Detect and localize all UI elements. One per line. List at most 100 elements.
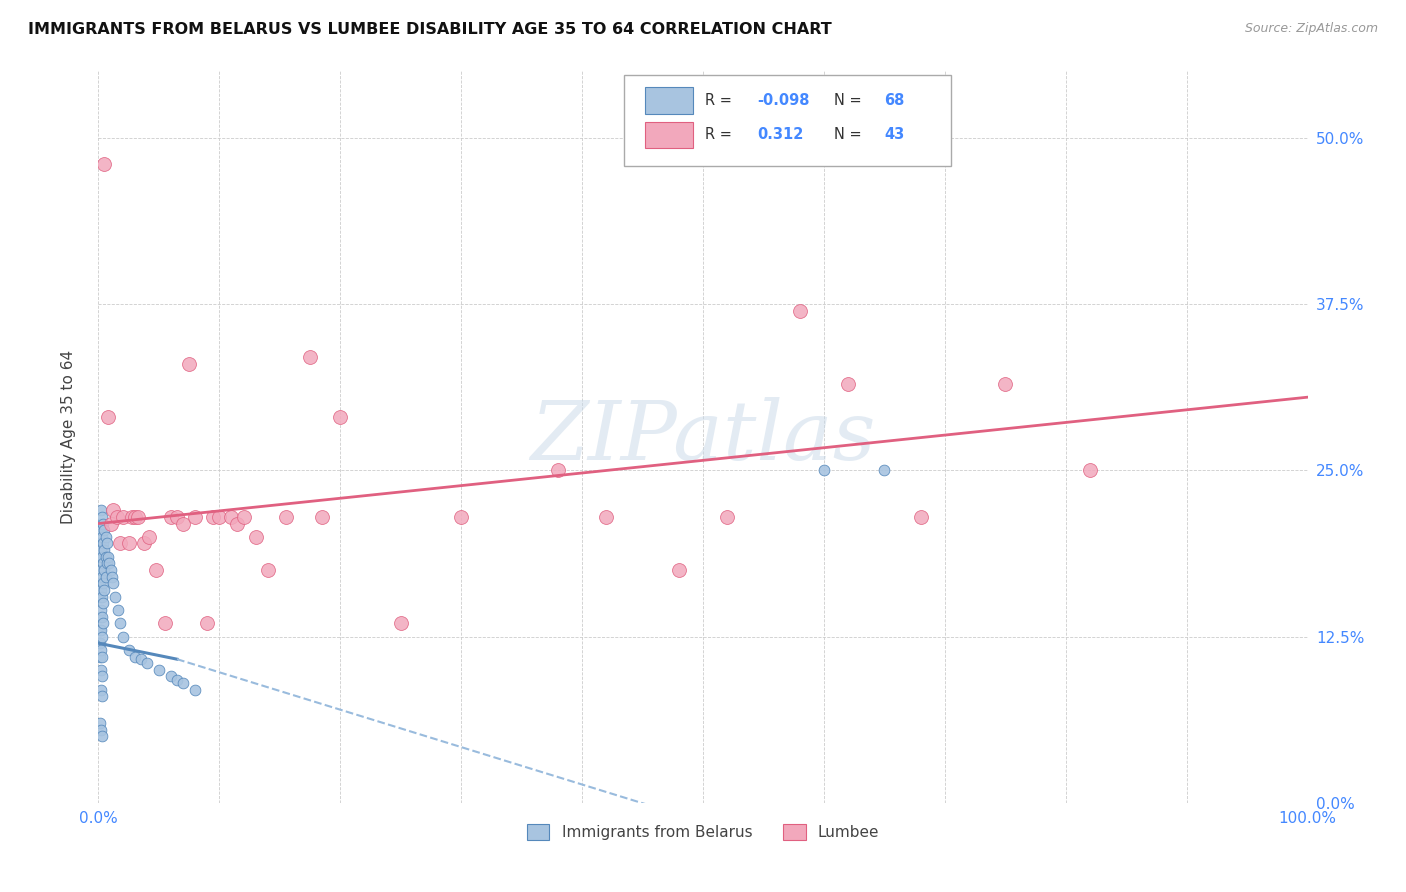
Point [89, 563, 111, 577]
Point [329, 410, 352, 425]
Point [107, 603, 129, 617]
FancyBboxPatch shape [645, 87, 693, 114]
Point [91, 690, 114, 704]
Point [873, 463, 896, 477]
Point [91, 557, 114, 571]
Point [160, 509, 183, 524]
Point [93, 543, 115, 558]
Text: 43: 43 [884, 128, 904, 143]
Point [100, 563, 122, 577]
Point [93, 563, 115, 577]
Point [172, 516, 194, 531]
Point [124, 649, 146, 664]
Point [837, 376, 859, 391]
Point [98, 557, 121, 571]
Point [121, 509, 143, 524]
Point [226, 516, 249, 531]
Y-axis label: Disability Age 35 to 64: Disability Age 35 to 64 [62, 350, 76, 524]
Point [256, 563, 278, 577]
FancyBboxPatch shape [624, 75, 950, 167]
Point [202, 509, 225, 524]
Point [93, 157, 115, 171]
Point [153, 616, 176, 631]
Point [90, 643, 112, 657]
Point [94, 549, 117, 564]
Point [166, 509, 188, 524]
Point [90, 623, 112, 637]
Point [208, 509, 231, 524]
Text: N =: N = [834, 93, 866, 108]
Point [129, 652, 152, 666]
Point [94, 570, 117, 584]
Point [184, 509, 207, 524]
Point [91, 590, 114, 604]
Text: -0.098: -0.098 [758, 93, 810, 108]
Point [91, 649, 114, 664]
Text: R =: R = [706, 128, 737, 143]
Point [184, 682, 207, 697]
Point [91, 596, 114, 610]
Point [93, 523, 115, 537]
Point [118, 643, 141, 657]
Point [450, 509, 472, 524]
Point [89, 609, 111, 624]
Point [221, 509, 243, 524]
Point [274, 509, 297, 524]
Point [127, 509, 149, 524]
Legend: Immigrants from Belarus, Lumbee: Immigrants from Belarus, Lumbee [520, 818, 886, 847]
Point [124, 509, 146, 524]
Text: Source: ZipAtlas.com: Source: ZipAtlas.com [1244, 22, 1378, 36]
Point [789, 303, 811, 318]
Point [91, 616, 114, 631]
Point [134, 536, 156, 550]
Point [108, 616, 131, 631]
Point [89, 649, 111, 664]
Point [145, 563, 167, 577]
Point [90, 723, 112, 737]
Point [179, 357, 201, 371]
Point [232, 509, 254, 524]
Point [96, 536, 118, 550]
Point [90, 543, 112, 558]
Point [172, 676, 194, 690]
Text: IMMIGRANTS FROM BELARUS VS LUMBEE DISABILITY AGE 35 TO 64 CORRELATION CHART: IMMIGRANTS FROM BELARUS VS LUMBEE DISABI… [28, 22, 832, 37]
Point [91, 609, 114, 624]
Text: ZIPatlas: ZIPatlas [530, 397, 876, 477]
Point [91, 516, 114, 531]
Point [166, 673, 188, 688]
Point [90, 663, 112, 677]
Point [160, 669, 183, 683]
Point [595, 509, 617, 524]
Point [91, 549, 114, 564]
Point [89, 536, 111, 550]
Point [90, 503, 112, 517]
Text: 68: 68 [884, 93, 904, 108]
Point [97, 410, 120, 425]
Text: R =: R = [706, 93, 737, 108]
Point [89, 636, 111, 650]
Point [90, 582, 112, 597]
Point [138, 530, 160, 544]
Point [93, 582, 115, 597]
Point [97, 549, 120, 564]
Point [91, 630, 114, 644]
Text: N =: N = [834, 128, 866, 143]
Point [108, 536, 131, 550]
Point [813, 463, 835, 477]
Point [91, 530, 114, 544]
Point [104, 590, 127, 604]
Point [91, 509, 114, 524]
Point [89, 623, 111, 637]
Point [90, 563, 112, 577]
Point [111, 509, 134, 524]
Point [311, 509, 333, 524]
Point [89, 516, 111, 531]
Point [96, 557, 118, 571]
Point [195, 616, 218, 631]
Point [101, 576, 124, 591]
Point [89, 716, 111, 731]
Point [101, 503, 124, 517]
Point [118, 536, 141, 550]
Point [1078, 463, 1101, 477]
Point [90, 603, 112, 617]
